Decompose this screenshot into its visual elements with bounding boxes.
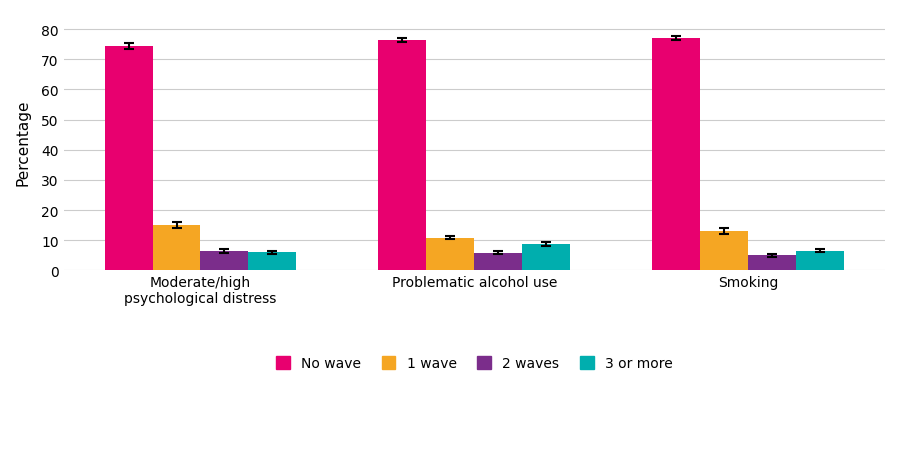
Bar — [522, 244, 570, 271]
Bar — [153, 226, 201, 271]
Bar — [248, 253, 296, 271]
Bar — [201, 251, 248, 271]
Bar — [652, 39, 700, 271]
Bar — [104, 46, 153, 271]
Bar — [427, 238, 474, 271]
Bar — [474, 253, 522, 271]
Bar — [796, 251, 844, 271]
Bar — [379, 40, 427, 271]
Bar — [748, 256, 796, 271]
Y-axis label: Percentage: Percentage — [15, 100, 30, 186]
Bar — [700, 232, 748, 271]
Legend: No wave, 1 wave, 2 waves, 3 or more: No wave, 1 wave, 2 waves, 3 or more — [269, 349, 680, 377]
